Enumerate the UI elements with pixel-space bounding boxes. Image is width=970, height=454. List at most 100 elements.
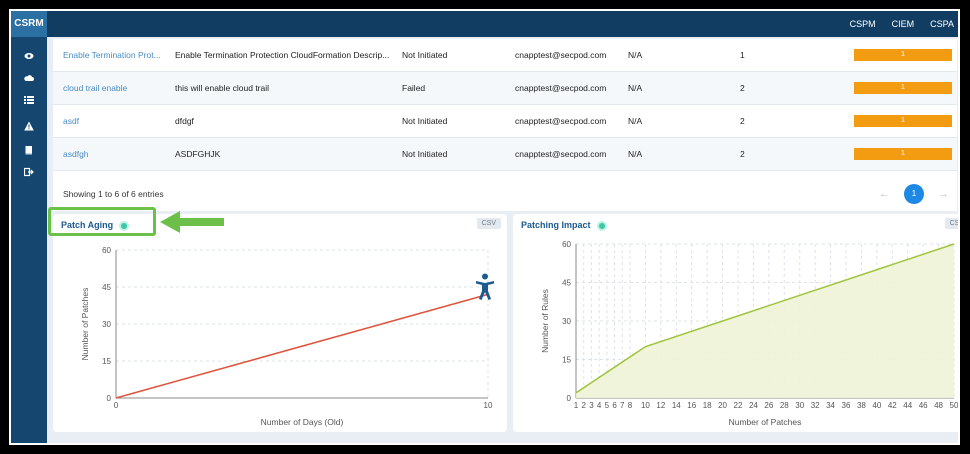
table-row[interactable]: asdf dfdgf Not Initiated cnapptest@secpo… bbox=[53, 105, 957, 138]
rule-status: Not Initiated bbox=[402, 116, 448, 126]
x-tick-label: 28 bbox=[780, 401, 789, 410]
progress-bar: 1 bbox=[854, 82, 952, 94]
highlight-box bbox=[48, 207, 156, 236]
arrow-annotation-icon bbox=[160, 211, 224, 233]
rule-name-link[interactable]: cloud trail enable bbox=[63, 83, 128, 93]
rule-user: cnapptest@secpod.com bbox=[515, 50, 607, 60]
rule-count: 2 bbox=[740, 149, 745, 159]
x-axis-label: Number of Days (Old) bbox=[261, 417, 344, 427]
x-tick-label: 32 bbox=[811, 401, 820, 410]
series-line bbox=[115, 293, 489, 399]
entries-summary: Showing 1 to 6 of 6 entries bbox=[63, 189, 164, 199]
patch-aging-chart: 0 15 30 45 60 0 10 Number of Days (Old) Number o… bbox=[80, 246, 493, 427]
x-axis-label: Number of Patches bbox=[729, 417, 802, 427]
x-tick-label: 10 bbox=[641, 401, 650, 410]
y-tick-label: 30 bbox=[102, 320, 111, 329]
x-tick-label: 42 bbox=[888, 401, 897, 410]
progress-bar: 1 bbox=[854, 148, 952, 160]
y-tick-label: 30 bbox=[562, 317, 571, 326]
patch-aging-card: Patch Aging CSV 0 15 30 45 60 0 10 Number of Da… bbox=[53, 214, 507, 432]
y-tick-label: 0 bbox=[107, 394, 112, 403]
csv-button[interactable]: CSV bbox=[476, 218, 501, 229]
rule-count: 1 bbox=[740, 50, 745, 60]
progress-bar: 1 bbox=[854, 49, 952, 61]
accessibility-icon[interactable] bbox=[475, 273, 495, 301]
x-tick-label: 1 bbox=[574, 401, 579, 410]
warning-icon[interactable] bbox=[11, 119, 47, 133]
rule-count: 2 bbox=[740, 116, 745, 126]
rule-description: dfdgf bbox=[175, 116, 194, 126]
series-line bbox=[575, 243, 955, 394]
nav-cspa[interactable]: CSPA bbox=[930, 19, 954, 29]
x-tick-label: 20 bbox=[718, 401, 727, 410]
table-row[interactable]: asdfgh ASDFGHJK Not Initiated cnapptest@… bbox=[53, 138, 957, 171]
list-icon[interactable] bbox=[11, 93, 47, 107]
x-tick-label: 10 bbox=[484, 401, 493, 410]
top-bar: CSRM CSPM CIEM CSPA bbox=[11, 11, 958, 37]
x-tick-label: 30 bbox=[795, 401, 804, 410]
x-tick-label: 2 bbox=[581, 401, 586, 410]
rule-value: N/A bbox=[628, 50, 643, 60]
rule-description: this will enable cloud trail bbox=[175, 83, 270, 93]
x-tick-label: 44 bbox=[903, 401, 912, 410]
brand-logo[interactable]: CSRM bbox=[11, 11, 47, 37]
rule-name-link[interactable]: Enable Termination Prot... bbox=[63, 50, 161, 60]
rule-description: ASDFGHJK bbox=[175, 149, 221, 159]
logout-icon[interactable] bbox=[11, 165, 47, 179]
chart-title: Patch Aging bbox=[61, 220, 114, 230]
x-tick-label: 8 bbox=[628, 401, 633, 410]
y-tick-label: 15 bbox=[102, 357, 111, 366]
table-row[interactable]: Enable Termination Prot... Enable Termin… bbox=[53, 39, 957, 72]
x-tick-label: 5 bbox=[605, 401, 610, 410]
rule-user: cnapptest@secpod.com bbox=[515, 83, 607, 93]
x-tick-label: 38 bbox=[857, 401, 866, 410]
x-tick-label: 7 bbox=[620, 401, 625, 410]
rule-status: Failed bbox=[402, 83, 426, 93]
rule-value: N/A bbox=[628, 149, 643, 159]
x-tick-label: 48 bbox=[934, 401, 943, 410]
rule-name-link[interactable]: asdfgh bbox=[63, 149, 89, 159]
x-tick-label: 12 bbox=[656, 401, 665, 410]
y-tick-label: 0 bbox=[567, 394, 572, 403]
patching-impact-card: Patching Impact CSV 01530456012345678101… bbox=[513, 214, 959, 432]
book-icon[interactable] bbox=[11, 143, 47, 157]
nav-ciem[interactable]: CIEM bbox=[891, 19, 915, 29]
table-row[interactable]: cloud trail enable this will enable clou… bbox=[53, 72, 957, 105]
nav-cspm[interactable]: CSPM bbox=[849, 19, 876, 29]
y-tick-label: 60 bbox=[562, 240, 571, 249]
rule-count: 2 bbox=[740, 83, 745, 93]
x-tick-label: 14 bbox=[672, 401, 681, 410]
y-tick-label: 45 bbox=[102, 283, 111, 292]
y-axis-label: Number of Patches bbox=[80, 288, 90, 361]
y-tick-label: 15 bbox=[562, 356, 571, 365]
info-icon[interactable] bbox=[119, 221, 129, 231]
x-tick-label: 22 bbox=[734, 401, 743, 410]
y-tick-label: 60 bbox=[102, 246, 111, 255]
page-1-button[interactable]: 1 bbox=[904, 184, 924, 204]
cloud-icon[interactable] bbox=[11, 71, 47, 85]
x-tick-label: 50 bbox=[950, 401, 959, 410]
x-tick-label: 34 bbox=[826, 401, 835, 410]
x-tick-label: 18 bbox=[703, 401, 712, 410]
rule-status: Not Initiated bbox=[402, 50, 448, 60]
y-tick-label: 45 bbox=[562, 279, 571, 288]
x-tick-label: 36 bbox=[842, 401, 851, 410]
x-tick-label: 0 bbox=[114, 401, 119, 410]
x-tick-label: 3 bbox=[589, 401, 594, 410]
progress-bar: 1 bbox=[854, 115, 952, 127]
eye-icon[interactable] bbox=[11, 49, 47, 63]
top-nav: CSPM CIEM CSPA bbox=[850, 11, 954, 37]
rule-description: Enable Termination Protection CloudForma… bbox=[175, 50, 390, 60]
prev-page-button[interactable]: ← bbox=[879, 188, 890, 200]
rule-value: N/A bbox=[628, 83, 643, 93]
x-tick-label: 46 bbox=[919, 401, 928, 410]
x-tick-label: 26 bbox=[764, 401, 773, 410]
rule-status: Not Initiated bbox=[402, 149, 448, 159]
info-icon[interactable] bbox=[597, 221, 607, 231]
rule-name-link[interactable]: asdf bbox=[63, 116, 80, 126]
next-page-button[interactable]: → bbox=[938, 188, 949, 200]
csv-button[interactable]: CSV bbox=[944, 218, 958, 229]
x-tick-label: 4 bbox=[597, 401, 602, 410]
remediation-table: Enable Termination Prot... Enable Termin… bbox=[53, 39, 957, 211]
